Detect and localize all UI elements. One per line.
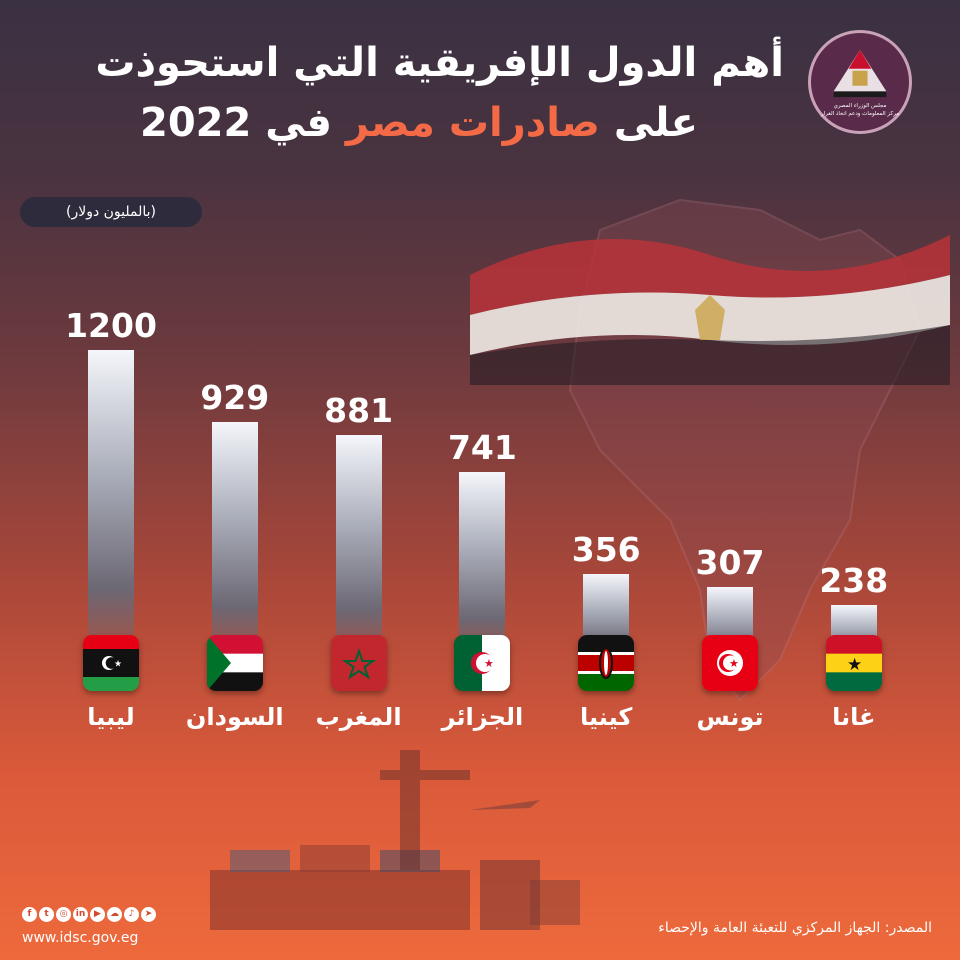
libya-flag: ★	[83, 635, 139, 691]
soundcloud-icon[interactable]: ☁	[107, 907, 122, 922]
svg-text:★: ★	[729, 657, 739, 670]
website-link[interactable]: www.idsc.gov.eg	[22, 930, 139, 946]
logo-line-1: مجلس الوزراء المصري	[833, 103, 887, 109]
youtube-icon[interactable]: ▶	[90, 907, 105, 922]
telegram-icon[interactable]: ➤	[141, 907, 156, 922]
logo-line-2: مركز المعلومات ودعم اتخاذ القرار	[820, 111, 900, 117]
category-label-6: تونس	[696, 703, 764, 731]
facebook-icon[interactable]: f	[22, 907, 37, 922]
morocco-flag	[330, 635, 387, 691]
category-label-1: ليبيا	[87, 703, 135, 731]
sudan-flag	[206, 635, 263, 691]
svg-text:★: ★	[484, 657, 494, 670]
category-label-4: الجزائر	[441, 703, 524, 731]
unit-label: (بالمليون دولار)	[20, 197, 202, 227]
idsc-logo: مجلس الوزراء المصري مركز المعلومات ودعم …	[808, 30, 912, 134]
data-label-1: 1200	[65, 306, 157, 345]
bar-1	[88, 350, 134, 668]
twitter-icon[interactable]: t	[39, 907, 54, 922]
svg-text:★: ★	[847, 655, 862, 675]
category-label-2: السودان	[185, 703, 284, 731]
category-label-7: غانا	[832, 703, 876, 731]
social-icons: f t ◎ in ▶ ☁ ♪ ➤	[22, 907, 156, 927]
data-label-3: 881	[324, 390, 394, 430]
data-label-2: 929	[200, 377, 270, 417]
category-label-5: كينيا	[580, 703, 633, 731]
svg-text:★: ★	[114, 660, 122, 670]
ghana-flag: ★	[825, 635, 882, 691]
linkedin-icon[interactable]: in	[73, 907, 88, 922]
page-title: أهم الدول الإفريقية التي استحوذت	[95, 40, 784, 86]
kenya-flag	[578, 635, 635, 691]
source-note: المصدر: الجهاز المركزي للتعبئة العامة وا…	[658, 920, 932, 936]
bar-3	[335, 434, 382, 668]
category-label-3: المغرب	[315, 703, 402, 731]
data-label-7: 238	[819, 560, 889, 600]
port-scene-background	[210, 750, 580, 930]
data-label-6: 307	[695, 542, 765, 582]
subtitle-accent: صادرات مصر	[345, 100, 600, 146]
tunisia-flag: ★	[702, 635, 758, 691]
subtitle-post: في 2022	[139, 100, 346, 146]
subtitle-pre: على	[599, 100, 698, 146]
bar-2	[211, 421, 258, 668]
page-subtitle: على صادرات مصر في 2022	[140, 100, 698, 146]
data-label-4: 741	[447, 427, 517, 467]
pyramid-eagle-emblem	[833, 49, 887, 98]
algeria-flag: ★	[454, 635, 511, 691]
instagram-icon[interactable]: ◎	[56, 907, 71, 922]
egypt-flag-background	[470, 235, 950, 385]
data-label-5: 356	[571, 529, 641, 569]
tiktok-icon[interactable]: ♪	[124, 907, 139, 922]
